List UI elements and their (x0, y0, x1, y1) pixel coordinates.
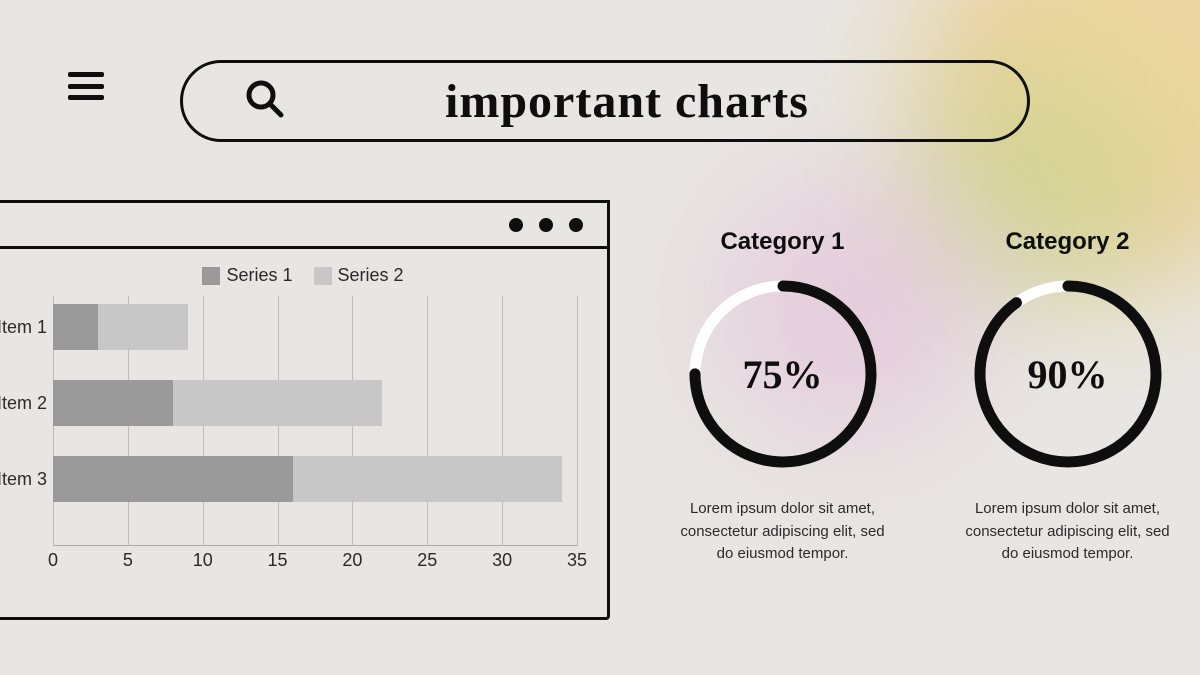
donut-chart: 75% (683, 274, 883, 474)
bar-chart: Series 1 Series 2 05101520253035 Item 1I… (0, 249, 607, 617)
donut-percent: 75% (683, 274, 883, 474)
x-tick-label: 5 (123, 550, 133, 571)
legend-label: Series 2 (338, 265, 404, 285)
donut-description: Lorem ipsum dolor sit amet, consectetur … (673, 498, 893, 566)
chart-window: Series 1 Series 2 05101520253035 Item 1I… (0, 200, 610, 620)
search-pill[interactable]: important charts (180, 60, 1030, 142)
x-tick-label: 30 (492, 550, 512, 571)
donut-charts-row: Category 1 75% Lorem ipsum dolor sit ame… (660, 228, 1190, 566)
x-tick-label: 35 (567, 550, 587, 571)
donut-title: Category 2 (945, 228, 1190, 256)
menu-icon[interactable] (68, 72, 104, 100)
donut-description: Lorem ipsum dolor sit amet, consectetur … (958, 498, 1178, 566)
x-tick-label: 10 (193, 550, 213, 571)
chart-plot-area: 05101520253035 Item 1Item 2Item 3 (53, 296, 577, 576)
window-dot-icon (569, 218, 583, 232)
window-dot-icon (539, 218, 553, 232)
x-axis-labels: 05101520253035 (53, 550, 577, 576)
legend-swatch (202, 267, 220, 285)
bar-segment-series2 (293, 456, 562, 502)
bar-segment-series1 (53, 456, 293, 502)
donut-category-2: Category 2 90% Lorem ipsum dolor sit ame… (945, 228, 1190, 566)
bar-segment-series2 (173, 380, 383, 426)
x-tick-label: 15 (268, 550, 288, 571)
page-title: important charts (287, 74, 967, 129)
donut-chart: 90% (968, 274, 1168, 474)
legend-swatch (314, 267, 332, 285)
window-titlebar (0, 203, 607, 249)
donut-category-1: Category 1 75% Lorem ipsum dolor sit ame… (660, 228, 905, 566)
window-dot-icon (509, 218, 523, 232)
search-icon (243, 77, 287, 126)
x-tick-label: 0 (48, 550, 58, 571)
x-axis (53, 545, 577, 546)
bar-row: Item 2 (53, 380, 577, 426)
y-category-label: Item 2 (0, 380, 57, 426)
bar-segment-series2 (98, 304, 188, 350)
legend-label: Series 1 (226, 265, 292, 285)
chart-legend: Series 1 Series 2 (3, 265, 587, 286)
bar-row: Item 1 (53, 304, 577, 350)
donut-title: Category 1 (660, 228, 905, 256)
x-tick-label: 20 (342, 550, 362, 571)
x-tick-label: 25 (417, 550, 437, 571)
bar-segment-series1 (53, 304, 98, 350)
donut-percent: 90% (968, 274, 1168, 474)
y-category-label: Item 1 (0, 304, 57, 350)
y-category-label: Item 3 (0, 456, 57, 502)
bar-segment-series1 (53, 380, 173, 426)
bar-row: Item 3 (53, 456, 577, 502)
